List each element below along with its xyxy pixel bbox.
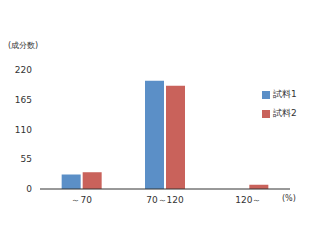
- html-text:(成分数): (成分数): [8, 41, 39, 50]
- svg-text:165: 165: [15, 95, 32, 105]
- svg-text:70～120: 70～120: [146, 195, 184, 205]
- svg-text:～70: ～70: [71, 195, 92, 205]
- svg-text:220: 220: [15, 65, 32, 75]
- svg-text:110: 110: [15, 125, 32, 135]
- html-text:試料1: 試料1: [273, 89, 297, 99]
- svg-text:120～: 120～: [235, 195, 261, 205]
- html-text:試料2: 試料2: [273, 108, 297, 118]
- svg-text:0: 0: [26, 184, 32, 194]
- svg-text:55: 55: [21, 154, 32, 164]
